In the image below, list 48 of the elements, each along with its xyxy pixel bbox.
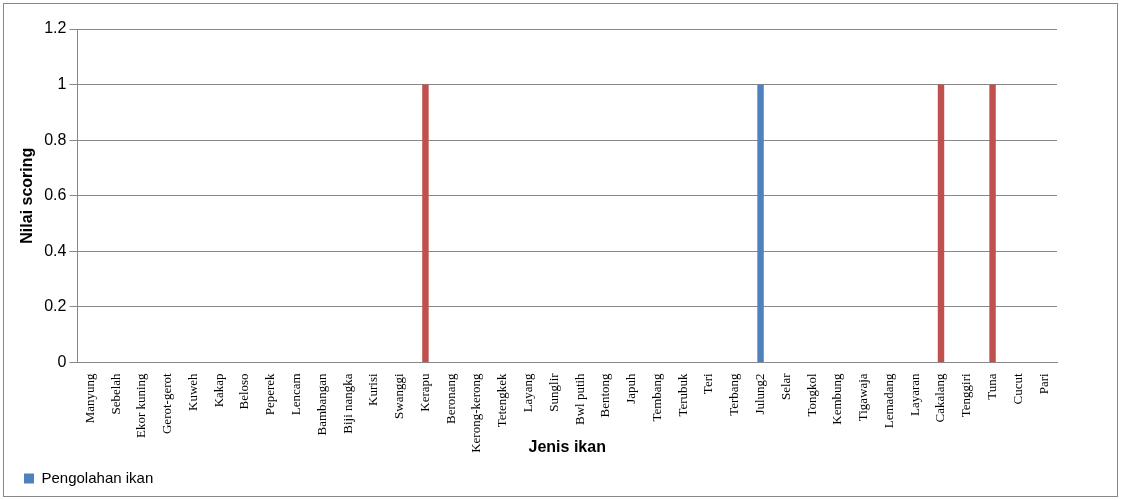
x-tick-label: Kakap (210, 373, 226, 408)
x-tick-label: Sebelah (107, 372, 123, 415)
x-tick-label: Beloso (236, 373, 252, 410)
x-tick-label: Japuh (623, 372, 639, 404)
y-axis-title: Nilai scoring (18, 147, 36, 244)
x-tick-label: Kurisi (365, 373, 381, 406)
x-tick-label: Ekor kuning (133, 372, 149, 439)
x-tick-label: Cucut (1009, 373, 1025, 405)
x-tick-label: Tuna (983, 373, 999, 400)
x-tick-label: Tongkol (803, 373, 819, 417)
x-axis-title: Jenis ikan (528, 437, 606, 455)
x-tick-label: Kuweh (184, 372, 200, 411)
x-tick-label: Beronang (442, 372, 458, 424)
x-tick-label: Cakalang (932, 372, 948, 423)
y-tick-label: 0 (57, 352, 67, 370)
x-tick-label: Bentong (597, 372, 613, 418)
x-tick-label: Selar (777, 372, 793, 401)
x-tick-label: Layaran (906, 372, 922, 416)
y-tick-label: 0.8 (44, 130, 67, 148)
x-tick-label: Gerot-gerot (159, 373, 175, 435)
legend-label: Pengolahan ikan (41, 468, 154, 486)
y-tick-label: 0.4 (44, 241, 67, 259)
y-tick-label: 0.6 (44, 186, 67, 204)
x-tick-label: Kerapu (416, 372, 432, 412)
x-tick-label: Peperek (262, 372, 278, 416)
x-tick-label: Julung2 (751, 373, 767, 415)
x-tick-label: Manyung (81, 372, 97, 424)
x-tick-label: Lencam (287, 373, 303, 416)
x-tick-label: Pari (1035, 373, 1051, 395)
x-tick-label: Terubuk (674, 372, 690, 417)
y-tick-label: 1.2 (44, 19, 67, 37)
x-tick-label: Layang (519, 372, 535, 413)
y-tick-label: 1 (57, 74, 67, 92)
x-tick-label: Bwl putih (571, 372, 587, 426)
x-tick-label: Lemadang (880, 372, 896, 429)
x-tick-label: Kembung (829, 372, 845, 425)
x-tick-label: Kerong-kerong (468, 372, 484, 453)
x-tick-label: Bambangan (313, 372, 329, 436)
x-tick-label: Tetengkek (494, 372, 510, 428)
x-tick-label: Tigawaja (855, 373, 871, 422)
x-tick-label: Swanggi (391, 373, 407, 419)
x-tick-label: Terbang (726, 372, 742, 416)
x-tick-label: Teri (700, 373, 716, 395)
x-tick-label: Biji nangka (339, 373, 355, 434)
x-tick-label: Tembang (648, 372, 664, 422)
x-tick-label: Sunglir (545, 372, 561, 412)
y-tick-label: 0.2 (44, 297, 67, 315)
x-tick-label: Tenggiri (958, 373, 974, 418)
